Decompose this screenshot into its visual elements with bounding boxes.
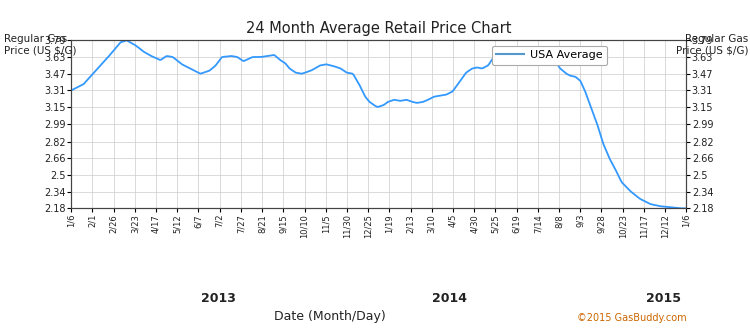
Text: Regular Gas
Price (US $/G): Regular Gas Price (US $/G) bbox=[4, 34, 76, 55]
Text: 2013: 2013 bbox=[202, 292, 236, 305]
Legend: USA Average: USA Average bbox=[492, 46, 607, 65]
Text: Regular Gas
Price (US $/G): Regular Gas Price (US $/G) bbox=[676, 34, 748, 55]
Text: 2014: 2014 bbox=[432, 292, 467, 305]
Text: ©2015 GasBuddy.com: ©2015 GasBuddy.com bbox=[577, 312, 686, 323]
Text: Date (Month/Day): Date (Month/Day) bbox=[274, 309, 386, 323]
Text: 2015: 2015 bbox=[646, 292, 681, 305]
Title: 24 Month Average Retail Price Chart: 24 Month Average Retail Price Chart bbox=[246, 22, 512, 36]
